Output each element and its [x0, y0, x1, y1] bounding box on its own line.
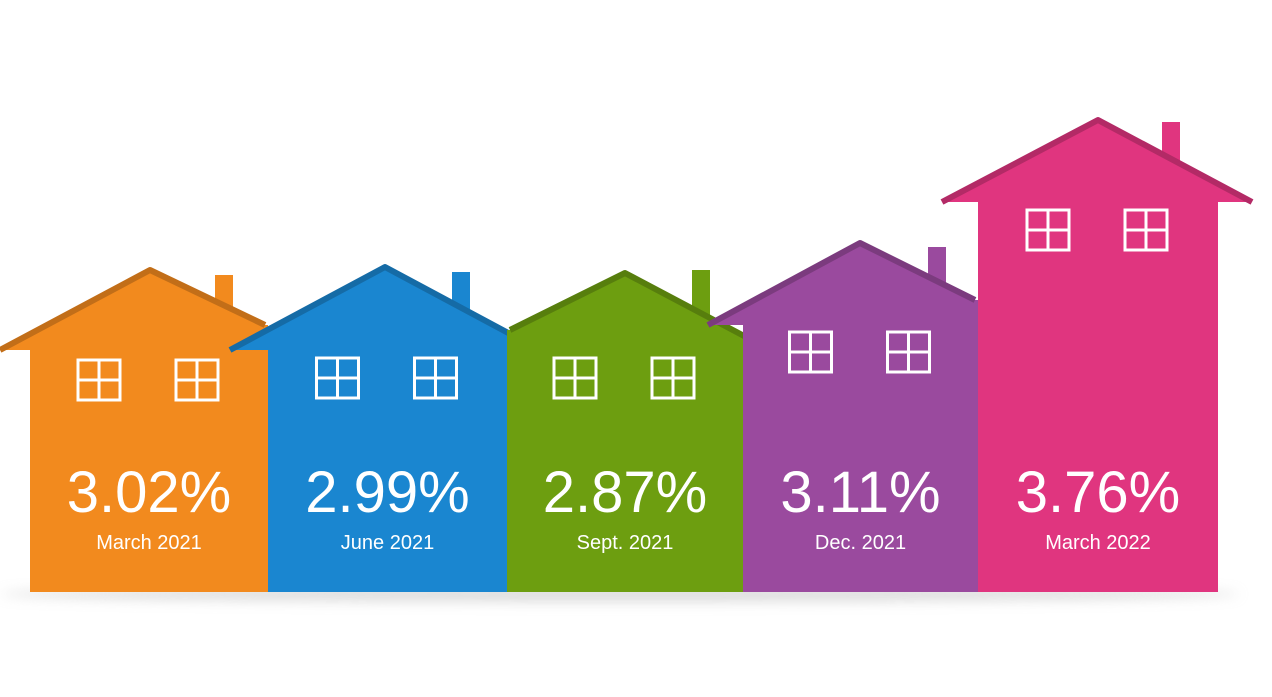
house: [706, 240, 978, 592]
roof-edge: [508, 270, 782, 358]
roof-edge: [940, 117, 1254, 205]
value-label: 3.76%: [1016, 460, 1180, 525]
category-label: March 2022: [1045, 532, 1151, 554]
house: [0, 267, 268, 592]
house-body: [942, 120, 1252, 592]
category-label: Dec. 2021: [815, 532, 906, 554]
roof-edge: [706, 240, 977, 328]
house-body: [230, 267, 540, 592]
category-label: March 2021: [96, 532, 202, 554]
house: [507, 270, 782, 592]
house-body: [708, 243, 978, 592]
roof-edge: [228, 264, 542, 353]
house-body: [0, 270, 268, 592]
value-label: 2.99%: [305, 460, 469, 525]
house-body: [507, 273, 780, 592]
value-label: 3.02%: [67, 460, 231, 525]
house: [228, 264, 542, 592]
roof-edge: [0, 267, 267, 353]
category-label: Sept. 2021: [577, 532, 674, 554]
value-label: 2.87%: [543, 460, 707, 525]
house: [940, 117, 1254, 592]
category-label: June 2021: [341, 532, 434, 554]
value-label: 3.11%: [780, 460, 940, 525]
